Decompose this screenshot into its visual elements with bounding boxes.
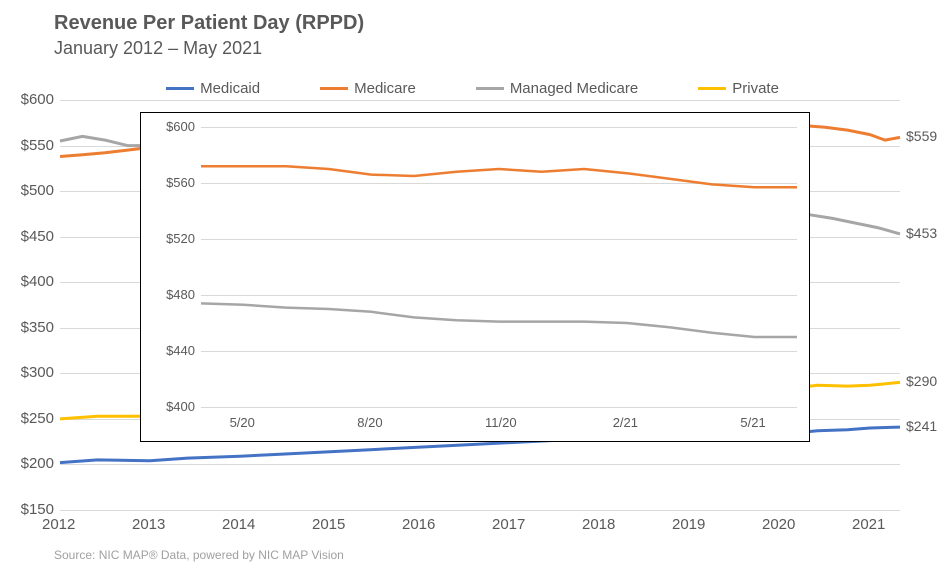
rppd-chart-root: Revenue Per Patient Day (RPPD) January 2…	[0, 0, 945, 568]
x-tick-label: 2016	[402, 516, 435, 533]
y-tick-label: $250	[21, 410, 54, 427]
x-tick-label: 2019	[672, 516, 705, 533]
x-tick-label: 2012	[42, 516, 75, 533]
inset-y-tick-label: $480	[166, 287, 195, 302]
end-label-private: $290	[906, 373, 937, 389]
inset-y-tick-label: $520	[166, 231, 195, 246]
inset-x-tick-label: 2/21	[613, 415, 638, 430]
end-label-medicaid: $241	[906, 418, 937, 434]
x-tick-label: 2013	[132, 516, 165, 533]
inset-y-tick-label: $600	[166, 119, 195, 134]
y-tick-label: $500	[21, 182, 54, 199]
inset-y-tick-label: $560	[166, 175, 195, 190]
end-label-medicare: $559	[906, 128, 937, 144]
y-tick-label: $400	[21, 273, 54, 290]
x-tick-label: 2015	[312, 516, 345, 533]
inset-y-tick-label: $400	[166, 399, 195, 414]
end-label-managed_medicare: $453	[906, 225, 937, 241]
source-attribution: Source: NIC MAP® Data, powered by NIC MA…	[54, 548, 344, 562]
y-tick-label: $300	[21, 364, 54, 381]
inset-x-tick-label: 5/21	[740, 415, 765, 430]
inset-chart-lines	[141, 113, 809, 441]
y-tick-label: $350	[21, 319, 54, 336]
x-tick-label: 2017	[492, 516, 525, 533]
x-tick-label: 2021	[852, 516, 885, 533]
inset-series-line-medicare	[201, 166, 797, 187]
inset-x-tick-label: 5/20	[230, 415, 255, 430]
y-tick-label: $450	[21, 228, 54, 245]
inset-chart: $400 $440 $480 $520 $560 $600 5/20 8/20 11/20 2/…	[140, 112, 810, 442]
y-tick-label: $200	[21, 455, 54, 472]
inset-y-tick-label: $440	[166, 343, 195, 358]
y-tick-label: $550	[21, 137, 54, 154]
inset-x-tick-label: 11/20	[485, 415, 517, 430]
x-tick-label: 2014	[222, 516, 255, 533]
inset-x-tick-label: 8/20	[357, 415, 382, 430]
x-tick-label: 2020	[762, 516, 795, 533]
x-tick-label: 2018	[582, 516, 615, 533]
y-tick-label: $600	[21, 91, 54, 108]
inset-series-line-managed_medicare	[201, 303, 797, 337]
